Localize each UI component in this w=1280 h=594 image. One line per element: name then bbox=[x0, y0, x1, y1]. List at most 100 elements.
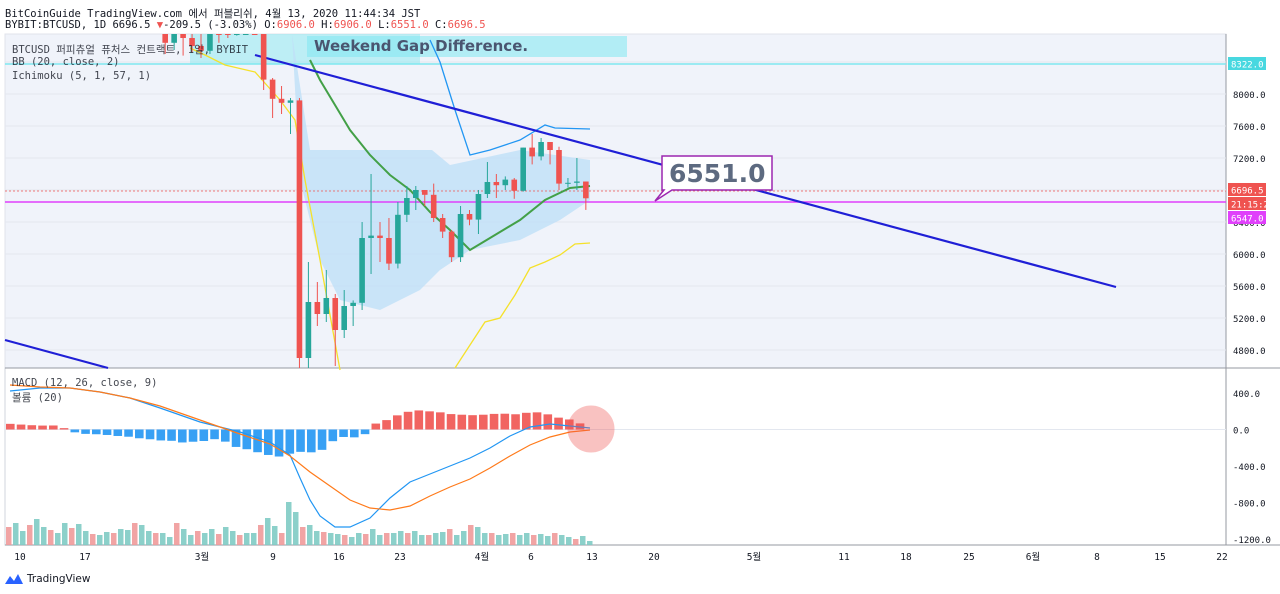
macd-histogram-bar bbox=[565, 419, 574, 430]
volume-legend[interactable]: 볼륨 (20) bbox=[12, 392, 63, 404]
volume-bar bbox=[202, 533, 208, 545]
main-series-legend[interactable]: BTCUSD 퍼피츄얼 퓨처스 컨트랙트, 1일, BYBIT bbox=[12, 44, 249, 56]
time-tick-label: 11 bbox=[838, 552, 850, 563]
volume-bar bbox=[307, 525, 313, 545]
candle-body bbox=[314, 302, 321, 314]
volume-bar bbox=[566, 537, 572, 545]
volume-bar bbox=[559, 535, 565, 545]
candle-body bbox=[520, 147, 526, 191]
publish-info: BitCoinGuide TradingView.com 에서 퍼블리쉬, 4월… bbox=[5, 8, 421, 20]
volume-bar bbox=[412, 531, 418, 545]
ohlc-header: BYBIT:BTCUSD, 1D 6696.5 ▼-209.5 (-3.03%)… bbox=[5, 19, 486, 31]
hline-price-label-box bbox=[1228, 57, 1266, 70]
macd-tick-label: -800.0 bbox=[1233, 500, 1266, 510]
volume-bar bbox=[230, 531, 236, 545]
current-price-label: 6696.5 bbox=[1231, 187, 1264, 197]
candle-body bbox=[556, 150, 562, 184]
gap-label: Weekend Gap Difference. bbox=[314, 37, 528, 55]
candle-body bbox=[216, 34, 222, 35]
time-tick-label: 8 bbox=[1094, 552, 1100, 563]
volume-bar bbox=[272, 526, 278, 545]
macd-histogram-bar bbox=[393, 415, 402, 430]
volume-bar bbox=[139, 525, 145, 545]
volume-bar bbox=[34, 519, 40, 545]
macd-histogram-bar bbox=[522, 412, 531, 430]
time-tick-label: 9 bbox=[270, 552, 276, 563]
candle-body bbox=[484, 182, 491, 194]
volume-bar bbox=[587, 541, 593, 545]
open-value: 6906.0 bbox=[276, 19, 315, 31]
macd-histogram-bar bbox=[242, 429, 252, 450]
price-callout-box bbox=[654, 155, 773, 202]
macd-highlight-circle bbox=[567, 405, 615, 453]
price-callout-text: 6551.0 bbox=[669, 159, 765, 188]
price-tick-label: 7600.0 bbox=[1233, 123, 1266, 133]
price-tick-label: 5600.0 bbox=[1233, 283, 1266, 293]
macd-histogram-bar bbox=[70, 429, 80, 433]
volume-bar bbox=[118, 529, 124, 545]
macd-legend[interactable]: MACD (12, 26, close, 9) bbox=[12, 377, 158, 389]
price-pane bbox=[4, 33, 1227, 369]
volume-bar bbox=[174, 523, 180, 545]
macd-histogram-bar bbox=[543, 414, 553, 430]
volume-bar bbox=[279, 533, 285, 545]
volume-bar bbox=[524, 533, 530, 545]
candle-body bbox=[234, 34, 240, 35]
candle-body bbox=[538, 142, 544, 157]
macd-histogram-bar bbox=[102, 429, 112, 435]
volume-bar bbox=[251, 533, 257, 545]
candle-body bbox=[565, 182, 571, 184]
volume-bar bbox=[125, 530, 131, 545]
candle-body bbox=[341, 306, 347, 330]
candle-body bbox=[305, 302, 312, 358]
volume-bar bbox=[538, 534, 544, 545]
volume-bar bbox=[167, 537, 173, 545]
candle-body bbox=[583, 181, 589, 199]
macd-histogram-bar bbox=[350, 429, 359, 438]
volume-bar bbox=[573, 539, 579, 545]
price-tick-label: 7200.0 bbox=[1233, 155, 1266, 165]
candle-body bbox=[502, 179, 509, 186]
macd-histogram-bar bbox=[178, 429, 187, 443]
volume-bar bbox=[55, 533, 61, 545]
volume-bar bbox=[104, 532, 110, 545]
volume-bar bbox=[384, 533, 390, 545]
candle-body bbox=[323, 298, 330, 314]
candle-body bbox=[260, 34, 267, 80]
tradingview-logo[interactable]: TradingView bbox=[5, 573, 90, 585]
bb-upper-band bbox=[429, 39, 591, 156]
macd-histogram-bar bbox=[156, 429, 166, 441]
volume-bar bbox=[356, 533, 362, 545]
volume-bar bbox=[475, 527, 481, 545]
volume-bar bbox=[41, 527, 47, 545]
macd-tick-label: -400.0 bbox=[1233, 463, 1266, 473]
time-tick-label: 5월 bbox=[747, 551, 761, 563]
volume-bar bbox=[454, 535, 460, 545]
macd-histogram-bar bbox=[92, 429, 101, 435]
volume-bar bbox=[342, 535, 348, 545]
ichimoku-legend[interactable]: Ichimoku (5, 1, 57, 1) bbox=[12, 70, 152, 82]
macd-histogram-bar bbox=[317, 429, 327, 450]
candle-body bbox=[547, 142, 553, 150]
countdown-label: 21:15:27 bbox=[1231, 201, 1274, 211]
macd-histogram-bar bbox=[124, 429, 133, 437]
time-tick-label: 6 bbox=[528, 552, 534, 563]
candle-body bbox=[350, 302, 356, 306]
low-price-label-box bbox=[1228, 211, 1266, 224]
candle-body bbox=[225, 34, 231, 35]
time-tick-label: 25 bbox=[963, 552, 974, 563]
volume-bar bbox=[83, 531, 89, 545]
volume-bar bbox=[237, 535, 243, 545]
bb-legend[interactable]: BB (20, close, 2) bbox=[12, 56, 120, 68]
candle-body bbox=[386, 238, 392, 264]
macd-histogram-bar bbox=[135, 429, 144, 439]
volume-bar bbox=[223, 527, 229, 545]
volume-bar bbox=[244, 533, 250, 545]
price-tick-label: 5200.0 bbox=[1233, 315, 1266, 325]
volume-bar bbox=[132, 523, 138, 545]
macd-histogram-bar bbox=[199, 429, 209, 441]
macd-pane bbox=[4, 367, 1227, 546]
macd-histogram-bar bbox=[403, 411, 413, 430]
macd-histogram-bar bbox=[188, 429, 198, 442]
